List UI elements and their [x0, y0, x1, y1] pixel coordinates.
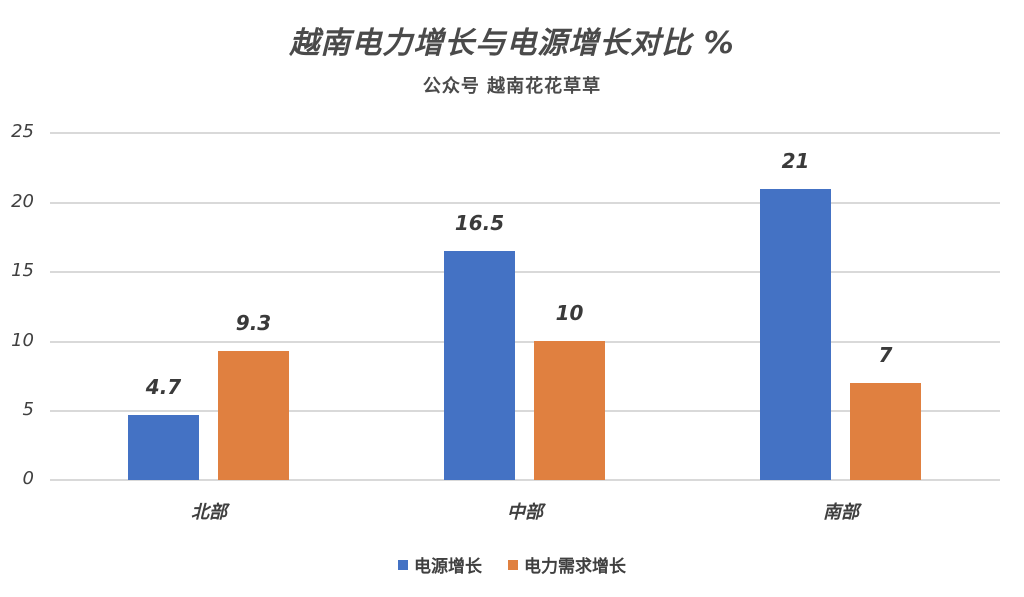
gridline-20	[50, 202, 1000, 204]
bar-north-demand	[218, 350, 289, 480]
bar-central-supply	[444, 250, 515, 480]
chart-title: 越南电力增长与电源增长对比 %	[289, 26, 735, 61]
bar-south-supply	[760, 188, 831, 480]
y-tick-5: 5	[22, 399, 34, 420]
bar-north-supply	[128, 414, 199, 480]
bar-central-demand	[534, 341, 605, 480]
legend-item-supply-growth: 电源增长	[398, 552, 482, 577]
data-label: 21	[781, 148, 810, 173]
legend-swatch-blue	[398, 559, 408, 570]
y-tick-10: 10	[11, 330, 34, 351]
data-label: 16.5	[454, 210, 505, 235]
legend: 电源增长 电力需求增长	[0, 552, 1024, 577]
y-tick-15: 15	[11, 260, 34, 281]
y-tick-0: 0	[22, 468, 34, 489]
legend-label: 电源增长	[414, 557, 482, 577]
gridline-15	[50, 271, 1000, 273]
x-label-north: 北部	[191, 502, 227, 523]
legend-label: 电力需求增长	[524, 557, 626, 577]
gridline-25	[50, 132, 1000, 134]
data-label: 4.7	[145, 374, 182, 399]
x-label-south: 南部	[823, 502, 859, 523]
gridline-10	[50, 341, 1000, 343]
bar-south-demand	[850, 382, 921, 480]
gridline-5	[50, 410, 1000, 412]
legend-swatch-orange	[508, 559, 518, 570]
y-tick-20: 20	[11, 191, 34, 212]
data-label: 10	[555, 301, 584, 326]
chart-subtitle: 公众号 越南花花草草	[422, 76, 602, 97]
legend-item-demand-growth: 电力需求增长	[508, 552, 626, 577]
x-label-central: 中部	[507, 502, 543, 523]
y-tick-25: 25	[11, 121, 34, 142]
gridline-0	[50, 479, 1000, 481]
data-label: 9.3	[235, 310, 272, 335]
data-label: 7	[878, 342, 893, 367]
